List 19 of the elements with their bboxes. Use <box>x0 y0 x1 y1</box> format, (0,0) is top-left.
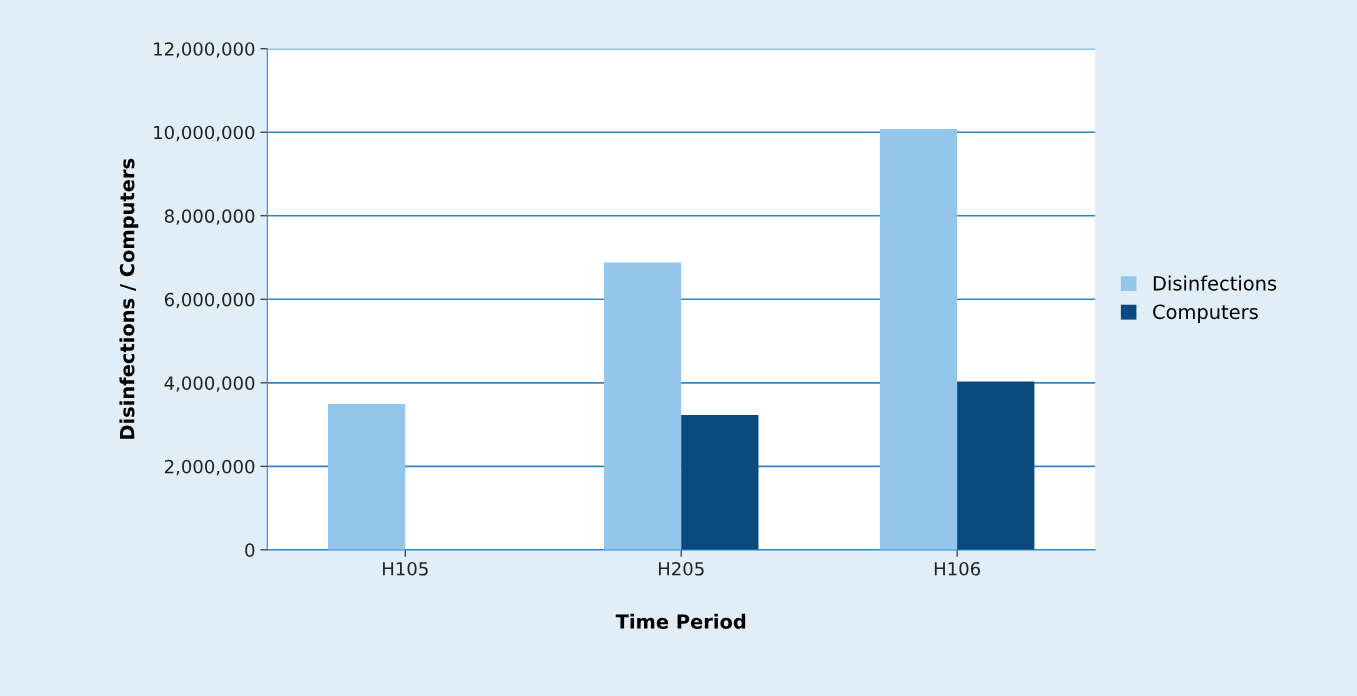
y-tick-label: 8,000,000 <box>164 209 255 225</box>
y-tick-label: 0 <box>245 543 255 557</box>
x-tick-label: H205 <box>658 561 704 576</box>
y-tick-label: 4,000,000 <box>164 376 255 392</box>
bar <box>957 381 1035 550</box>
y-tick-label: 2,000,000 <box>164 459 255 476</box>
y-tick-label: 10,000,000 <box>154 125 255 142</box>
y-tick-label: 6,000,000 <box>164 292 255 309</box>
y-axis-title: Disinfections / Computers <box>119 158 139 439</box>
bar <box>603 262 682 550</box>
x-tick-label: H106 <box>934 561 981 576</box>
legend-label: Computers <box>1153 304 1258 323</box>
x-axis-title: Time Period <box>615 613 746 629</box>
legend-label: Disinfections <box>1153 275 1277 291</box>
x-tick-label: H105 <box>383 561 428 576</box>
y-tick-label: 12,000,000 <box>154 42 255 58</box>
bar <box>879 128 958 550</box>
bar <box>681 414 759 550</box>
bar <box>328 404 406 550</box>
